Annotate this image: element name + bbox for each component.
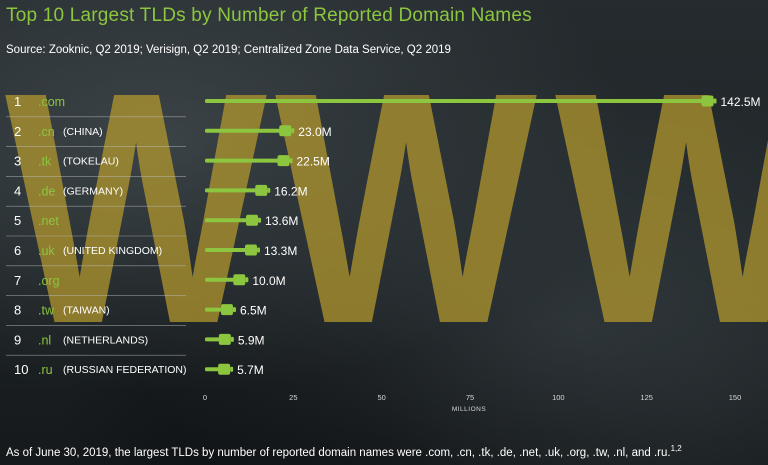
x-tick-label: 150 [729, 393, 742, 402]
rank-label: 5 [14, 213, 21, 228]
country-label: (TOKELAU) [63, 156, 119, 168]
value-label: 16.2M [274, 184, 307, 198]
rank-label: 10 [14, 362, 28, 377]
bar-cap [255, 185, 267, 196]
value-label: 13.6M [265, 214, 298, 228]
bar [205, 248, 252, 252]
bar-cap [219, 334, 231, 345]
watermark-letter: W [275, 23, 540, 392]
value-label: 5.9M [238, 333, 265, 347]
x-tick-label: 50 [377, 393, 385, 402]
bar-cap [245, 245, 257, 256]
x-tick-label: 0 [203, 393, 207, 402]
bar [205, 129, 286, 133]
value-label: 5.7M [237, 363, 264, 377]
bar-cap-tip [257, 248, 260, 253]
x-tick-label: 25 [289, 393, 297, 402]
x-axis-title: MILLIONS [452, 406, 487, 413]
bar [205, 218, 253, 222]
rank-label: 8 [14, 303, 21, 318]
bar-cap [233, 274, 245, 285]
x-tick-label: 100 [552, 393, 565, 402]
value-label: 13.3M [264, 244, 297, 258]
bar-cap-tip [291, 128, 294, 133]
tld-label: .nl [38, 333, 51, 347]
bar-cap [246, 215, 258, 226]
bar-cap-tip [267, 188, 270, 193]
tld-label: .ru [38, 363, 53, 377]
rank-label: 3 [14, 154, 21, 169]
tld-label: .de [38, 184, 55, 198]
rank-label: 6 [14, 243, 21, 258]
tld-label: .net [38, 214, 59, 228]
watermark-letter: W [555, 23, 768, 392]
chart-source: Source: Zooknic, Q2 2019; Verisign, Q2 2… [6, 44, 451, 56]
rank-label: 1 [14, 94, 21, 109]
chart-title: Top 10 Largest TLDs by Number of Reporte… [6, 5, 532, 27]
country-label: (CHINA) [63, 126, 103, 138]
bar [205, 159, 285, 163]
value-label: 22.5M [297, 155, 330, 169]
x-tick-label: 125 [640, 393, 653, 402]
bar-cap [702, 96, 714, 107]
bar-cap-tip [231, 337, 234, 342]
bar-cap-tip [230, 367, 233, 372]
value-label: 23.0M [298, 125, 331, 139]
chart-footnote: As of June 30, 2019, the largest TLDs by… [6, 444, 682, 459]
country-label: (UNITED KINGDOM) [63, 245, 162, 257]
bar-cap [221, 304, 233, 315]
x-axis: 0 25 50 75 100 125 150 MILLIONS [203, 393, 741, 413]
value-label: 10.0M [252, 274, 285, 288]
bar-cap [278, 155, 290, 166]
bar-cap-tip [245, 277, 248, 282]
tld-label: .tk [38, 155, 52, 169]
tld-label: .cn [38, 125, 55, 139]
x-tick-label: 75 [466, 393, 474, 402]
bar-cap-tip [290, 158, 293, 163]
rank-label: 4 [14, 183, 21, 198]
bar [205, 188, 262, 192]
rank-label: 7 [14, 273, 21, 288]
footnote-superscript: 1,2 [671, 444, 682, 453]
value-label: 142.5M [721, 95, 761, 109]
bar-cap-tip [233, 307, 236, 312]
tld-label: .com [38, 95, 65, 109]
tld-label: .tw [38, 304, 55, 318]
bar-cap [279, 125, 291, 136]
country-label: (RUSSIAN FEDERATION) [63, 364, 186, 376]
country-label: (GERMANY) [63, 185, 123, 197]
tld-label: .org [38, 274, 60, 288]
country-label: (NETHERLANDS) [63, 334, 148, 346]
value-label: 6.5M [240, 304, 267, 318]
bar-cap-tip [714, 99, 717, 104]
country-label: (TAIWAN) [63, 305, 110, 317]
bar-cap-tip [258, 218, 261, 223]
bar [205, 99, 709, 103]
bar-cap [218, 364, 230, 375]
tld-label: .uk [38, 244, 55, 258]
footnote-text: As of June 30, 2019, the largest TLDs by… [6, 447, 671, 459]
rank-label: 2 [14, 124, 21, 139]
rank-label: 9 [14, 332, 21, 347]
